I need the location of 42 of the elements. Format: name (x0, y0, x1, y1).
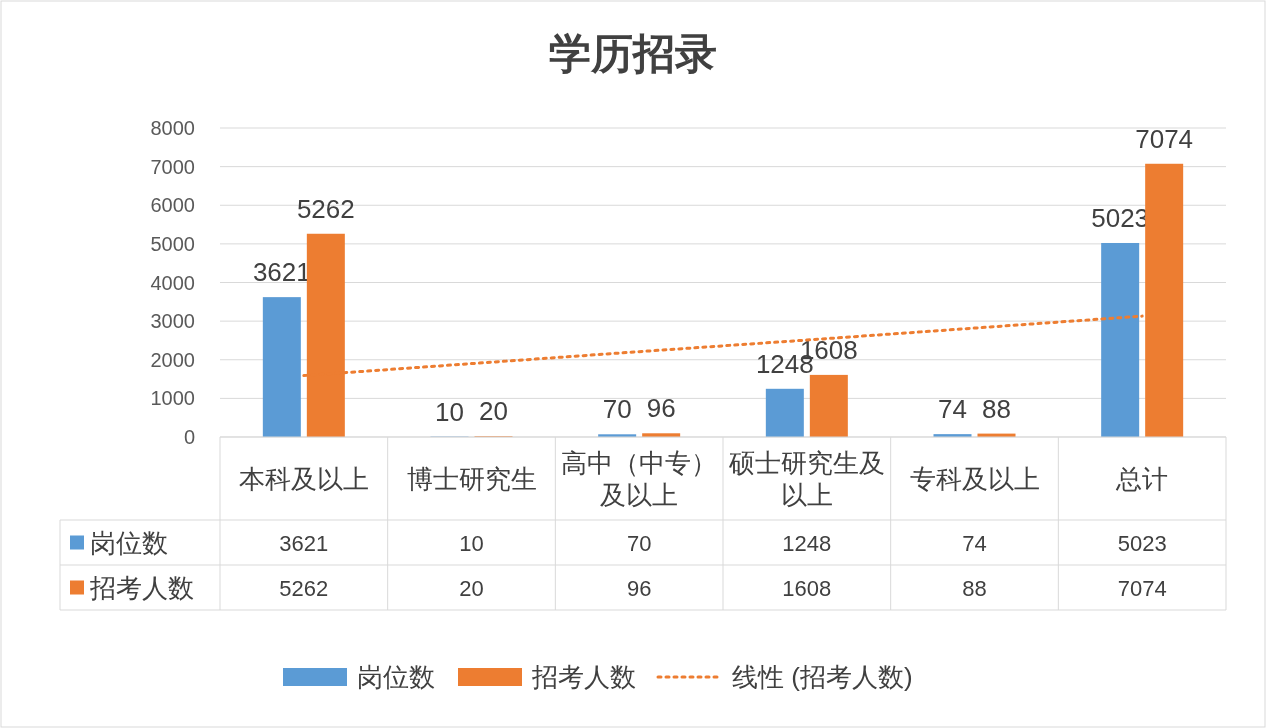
data-label: 70 (626, 530, 652, 556)
y-tick-label: 4000 (150, 271, 195, 294)
x-tick-label: 总计 (1115, 463, 1169, 494)
x-tick-label: 博士研究生 (406, 463, 537, 494)
text: 3621 (252, 257, 311, 288)
text: 5262 (296, 193, 355, 224)
text: 岗位数 (357, 662, 435, 692)
y-tick-label: 6000 (150, 194, 195, 217)
text: 70 (602, 394, 632, 425)
data-label: 3621 (279, 530, 329, 556)
text: 96 (646, 393, 676, 424)
data-label: 7074 (1117, 575, 1167, 601)
chart-title: 学历招录 (549, 31, 717, 77)
data-label: 1608 (782, 575, 832, 601)
y-tick-label: 2000 (150, 348, 195, 371)
legend-label: 岗位数 (90, 527, 168, 558)
data-label: 1248 (782, 530, 832, 556)
text: 20 (479, 396, 508, 427)
y-tick-label: 0 (183, 426, 195, 448)
text: 7074 (1135, 123, 1194, 154)
data-label: 74 (962, 530, 987, 556)
y-tick-label: 5000 (150, 232, 195, 255)
data-label: 88 (962, 575, 987, 601)
x-tick-label: 高中（中专）及以上 (561, 447, 718, 510)
y-tick-label: 7000 (150, 155, 195, 178)
legend-label: 招考人数 (89, 572, 194, 603)
data-label: 10 (459, 530, 484, 556)
y-tick-label: 8000 (150, 117, 195, 139)
data-label: 96 (626, 575, 652, 601)
x-tick-label: 硕士研究生及以上 (727, 447, 885, 510)
data-label: 5262 (279, 575, 329, 601)
y-tick-label: 3000 (150, 310, 195, 333)
data-label: 20 (459, 575, 484, 601)
text: 88 (982, 393, 1011, 424)
text: 招考人数 (532, 662, 636, 692)
data-label: 5023 (1117, 530, 1167, 556)
text: 74 (938, 394, 967, 425)
x-tick-label: 专科及以上 (909, 463, 1040, 494)
x-tick-label: 本科及以上 (238, 463, 369, 494)
legend-label: 线性 (招考人数) (732, 662, 913, 692)
y-tick-label: 1000 (150, 387, 195, 410)
text: 10 (435, 396, 464, 427)
